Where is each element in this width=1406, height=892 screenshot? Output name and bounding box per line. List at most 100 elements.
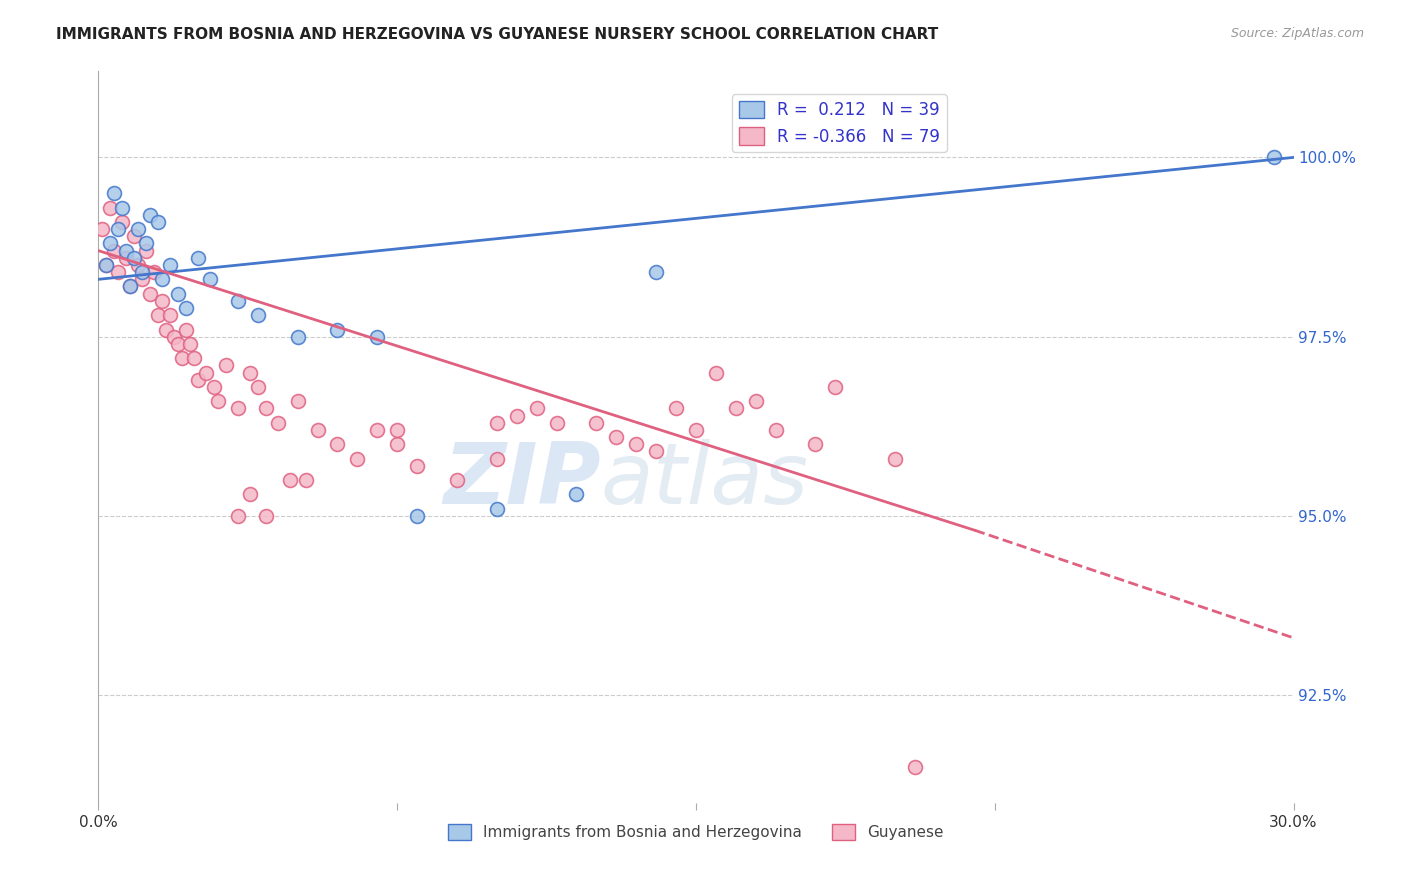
Text: IMMIGRANTS FROM BOSNIA AND HERZEGOVINA VS GUYANESE NURSERY SCHOOL CORRELATION CH: IMMIGRANTS FROM BOSNIA AND HERZEGOVINA V…: [56, 27, 938, 42]
Point: [135, 244, 157, 258]
Point: [107, 265, 129, 279]
Point: [179, 336, 201, 351]
Point: [139, 286, 162, 301]
Point: [665, 401, 688, 416]
Point: [172, 351, 194, 366]
Point: [804, 437, 827, 451]
Text: ZIP: ZIP: [443, 440, 600, 523]
Point: [446, 473, 468, 487]
Point: [346, 451, 368, 466]
Point: [645, 444, 668, 458]
Point: [96, 258, 118, 272]
Point: [139, 208, 162, 222]
Point: [1263, 150, 1285, 164]
Point: [278, 473, 301, 487]
Point: [135, 236, 157, 251]
Point: [127, 222, 149, 236]
Point: [148, 308, 170, 322]
Point: [287, 329, 309, 343]
Point: [174, 301, 197, 315]
Point: [605, 430, 627, 444]
Point: [215, 359, 238, 373]
Point: [765, 423, 787, 437]
Point: [115, 251, 138, 265]
Point: [150, 272, 173, 286]
Point: [246, 308, 269, 322]
Point: [506, 409, 529, 423]
Point: [195, 366, 218, 380]
Point: [198, 272, 221, 286]
Point: [98, 201, 122, 215]
Text: Source: ZipAtlas.com: Source: ZipAtlas.com: [1230, 27, 1364, 40]
Point: [385, 437, 409, 451]
Point: [366, 329, 388, 343]
Point: [307, 423, 329, 437]
Point: [904, 760, 927, 774]
Point: [183, 351, 205, 366]
Point: [187, 373, 209, 387]
Point: [111, 215, 134, 229]
Point: [366, 423, 388, 437]
Point: [163, 329, 186, 343]
Point: [226, 508, 249, 523]
Point: [704, 366, 727, 380]
Point: [150, 293, 173, 308]
Point: [287, 394, 309, 409]
Point: [326, 322, 349, 336]
Point: [124, 251, 146, 265]
Point: [167, 286, 190, 301]
Point: [167, 336, 190, 351]
Point: [111, 201, 134, 215]
Point: [526, 401, 548, 416]
Point: [326, 437, 349, 451]
Point: [127, 258, 149, 272]
Point: [120, 279, 142, 293]
Point: [96, 258, 118, 272]
Point: [884, 451, 907, 466]
Point: [254, 401, 277, 416]
Point: [485, 501, 508, 516]
Point: [565, 487, 588, 501]
Point: [267, 416, 290, 430]
Point: [174, 322, 197, 336]
Point: [246, 380, 269, 394]
Point: [485, 451, 508, 466]
Point: [226, 401, 249, 416]
Point: [406, 458, 429, 473]
Point: [155, 322, 177, 336]
Point: [685, 423, 707, 437]
Point: [585, 416, 607, 430]
Point: [115, 244, 138, 258]
Legend: Immigrants from Bosnia and Herzegovina, Guyanese: Immigrants from Bosnia and Herzegovina, …: [441, 818, 950, 847]
Point: [226, 293, 249, 308]
Point: [124, 229, 146, 244]
Point: [546, 416, 568, 430]
Point: [645, 265, 668, 279]
Point: [385, 423, 409, 437]
Point: [254, 508, 277, 523]
Point: [626, 437, 648, 451]
Point: [207, 394, 229, 409]
Point: [824, 380, 846, 394]
Point: [103, 244, 125, 258]
Point: [239, 366, 262, 380]
Point: [294, 473, 316, 487]
Point: [239, 487, 262, 501]
Point: [745, 394, 768, 409]
Point: [98, 236, 122, 251]
Point: [724, 401, 747, 416]
Point: [103, 186, 125, 201]
Point: [159, 258, 181, 272]
Point: [107, 222, 129, 236]
Point: [187, 251, 209, 265]
Point: [143, 265, 166, 279]
Point: [406, 508, 429, 523]
Point: [202, 380, 225, 394]
Point: [120, 279, 142, 293]
Point: [131, 272, 153, 286]
Point: [485, 416, 508, 430]
Point: [91, 222, 114, 236]
Text: atlas: atlas: [600, 440, 808, 523]
Point: [131, 265, 153, 279]
Point: [148, 215, 170, 229]
